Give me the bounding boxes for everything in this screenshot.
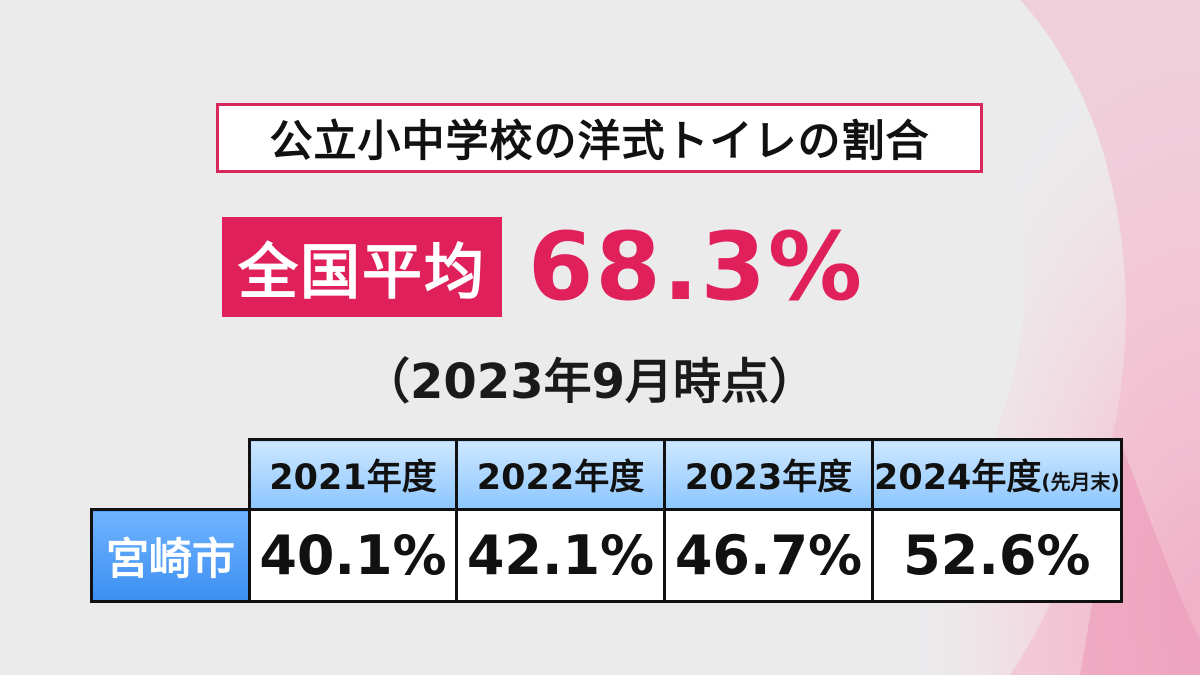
table-row: 宮崎市 40.1% 42.1% 46.7% 52.6% <box>90 508 1123 603</box>
year-header-2023: 2023年度 <box>663 438 874 511</box>
value-2022: 42.1% <box>455 508 666 603</box>
table-corner <box>92 440 250 510</box>
value-2021: 40.1% <box>248 508 458 603</box>
year-header-2024-note: (先月末) <box>1041 470 1120 494</box>
year-header-2021: 2021年度 <box>248 438 458 511</box>
header-row: 2021年度 2022年度 2023年度 2024年度(先月末) <box>92 438 1123 511</box>
value-2024: 52.6% <box>871 508 1123 603</box>
value-2023: 46.7% <box>663 508 874 603</box>
national-average-label: 全国平均 <box>222 217 502 317</box>
chart-title-box: 公立小中学校の洋式トイレの割合 <box>216 103 983 173</box>
as-of-note: （2023年9月時点） <box>362 354 817 410</box>
chart-title: 公立小中学校の洋式トイレの割合 <box>269 117 930 167</box>
year-header-2022: 2022年度 <box>455 438 666 511</box>
city-label: 宮崎市 <box>90 508 251 603</box>
national-average-value: 68.3% <box>528 212 865 322</box>
year-header-2024: 2024年度(先月末) <box>871 438 1123 511</box>
data-table: 2021年度 2022年度 2023年度 2024年度(先月末) 宮崎市 40.… <box>90 438 1123 603</box>
national-average: 全国平均 68.3% <box>222 211 864 323</box>
